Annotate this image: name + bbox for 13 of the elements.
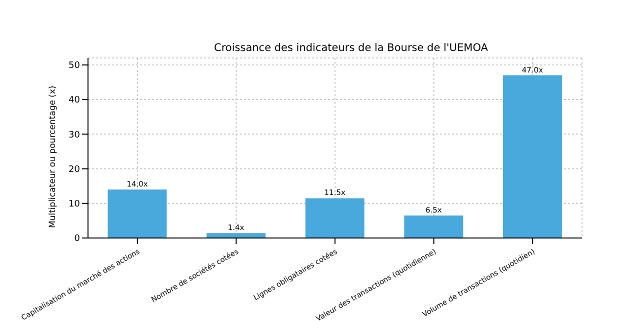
- bar: [206, 233, 266, 238]
- y-tick-label: 20: [68, 164, 80, 175]
- y-tick-label: 40: [68, 96, 80, 106]
- y-tick-label: 50: [68, 61, 80, 72]
- bar: [502, 75, 562, 238]
- bar: [108, 190, 167, 238]
- bar: [404, 216, 464, 238]
- y-axis-title: Multiplicateur ou pourcentage (x): [48, 86, 58, 228]
- chart-title: Croissance des indicateurs de la Bourse de l'UEMOA: [213, 42, 489, 54]
- bar: [305, 198, 364, 238]
- y-tick-label: 30: [68, 130, 80, 140]
- y-tick-label: 10: [68, 200, 80, 210]
- y-tick-label: 0: [74, 234, 80, 244]
